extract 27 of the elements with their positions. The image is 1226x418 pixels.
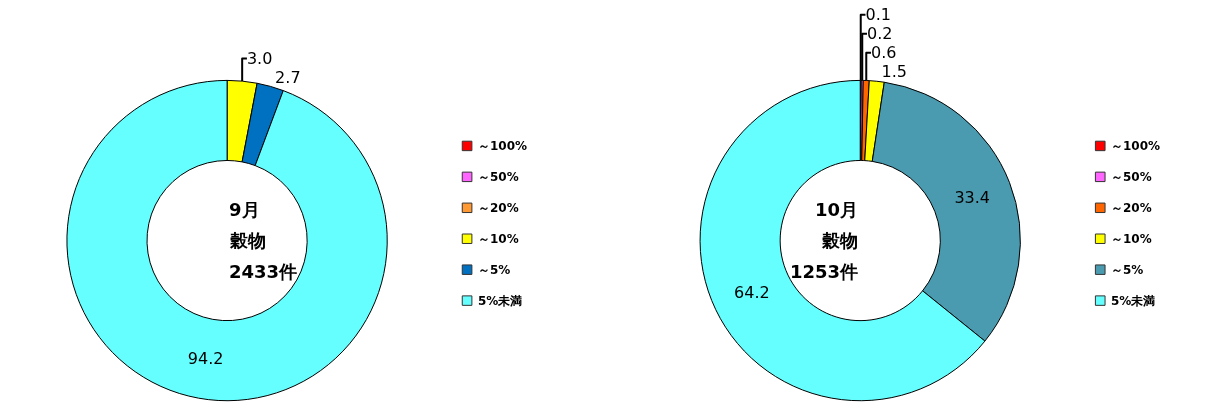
text: 9月 <box>229 199 260 220</box>
legend-label: ～100% <box>1111 139 1161 153</box>
text: 1253件 <box>790 261 859 282</box>
data-label: 33.4 <box>954 187 990 207</box>
data-label: 3.0 <box>246 49 273 69</box>
data-label: 0.1 <box>865 5 891 25</box>
legend-label: ～50% <box>1111 170 1152 184</box>
data-label: 0.6 <box>871 43 897 63</box>
legend-label: ～20% <box>478 201 519 215</box>
legend-label: 5%未満 <box>478 294 523 308</box>
legend-label: ～10% <box>1111 232 1152 246</box>
legend-label: ～50% <box>478 170 519 184</box>
data-label: 0.2 <box>866 24 893 44</box>
legend-label: ～100% <box>478 139 528 153</box>
text: 穀物 <box>229 230 266 251</box>
legend-label: ～10% <box>478 232 519 246</box>
text: 2433件 <box>229 261 298 282</box>
text: 穀物 <box>821 230 858 251</box>
data-label: 94.2 <box>187 349 224 369</box>
legend-label: 5%未満 <box>1111 294 1156 308</box>
data-label: 64.2 <box>734 282 770 302</box>
data-label: 2.7 <box>275 68 301 88</box>
text: 10月 <box>815 199 859 220</box>
legend-label: ～5% <box>1111 263 1144 277</box>
data-label: 1.5 <box>881 62 908 82</box>
legend-label: ～20% <box>1111 201 1152 215</box>
legend-label: ～5% <box>478 263 511 277</box>
